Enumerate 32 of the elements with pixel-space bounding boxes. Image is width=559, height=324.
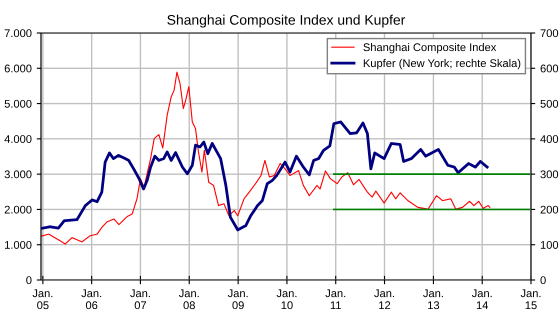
legend-label: Kupfer (New York; rechte Skala) — [364, 58, 520, 70]
y2-tick-label: 400 — [540, 135, 558, 143]
x-tick-label: Jan. 12 — [374, 289, 394, 310]
y-tick-label: 2.000 — [4, 206, 32, 214]
y-tick-label: 5.000 — [4, 100, 32, 108]
x-tick-label: Jan. 11 — [325, 289, 346, 310]
x-tick-label: Jan. 09 — [228, 289, 248, 310]
y-tick-label: 6.000 — [4, 64, 32, 72]
y2-tick-label: 300 — [540, 170, 558, 178]
y2-tick-label: 0 — [540, 276, 546, 284]
line-series — [41, 72, 490, 245]
x-tick-label: Jan. 07 — [130, 289, 150, 310]
line-series — [41, 120, 489, 232]
y2-tick-label: 100 — [540, 240, 558, 249]
x-tick-label: Jan. 08 — [178, 289, 199, 310]
y-tick-label: 1.000 — [5, 240, 32, 249]
x-tick-label: Jan. 10 — [276, 289, 296, 310]
legend-label: Shanghai Composite Index — [363, 43, 496, 54]
x-tick-label: Jan. 15 — [520, 289, 540, 310]
y2-tick-label: 700 — [540, 29, 558, 38]
y-tick-label: 7.000 — [4, 29, 32, 38]
x-tick-label: Jan. 05 — [32, 289, 52, 310]
y-tick-label: 0 — [26, 276, 32, 284]
chart-title: Shanghai Composite Index und Kupfer — [167, 14, 406, 28]
y-tick-label: 3.000 — [4, 170, 32, 178]
y-tick-label: 4.000 — [4, 135, 32, 143]
x-tick-label: Jan. 06 — [81, 289, 102, 310]
y2-tick-label: 200 — [540, 206, 558, 214]
x-tick-label: Jan. 13 — [423, 289, 443, 310]
y2-tick-label: 500 — [540, 100, 558, 108]
x-tick-label: Jan. 14 — [472, 289, 492, 310]
y2-tick-label: 600 — [540, 64, 558, 72]
